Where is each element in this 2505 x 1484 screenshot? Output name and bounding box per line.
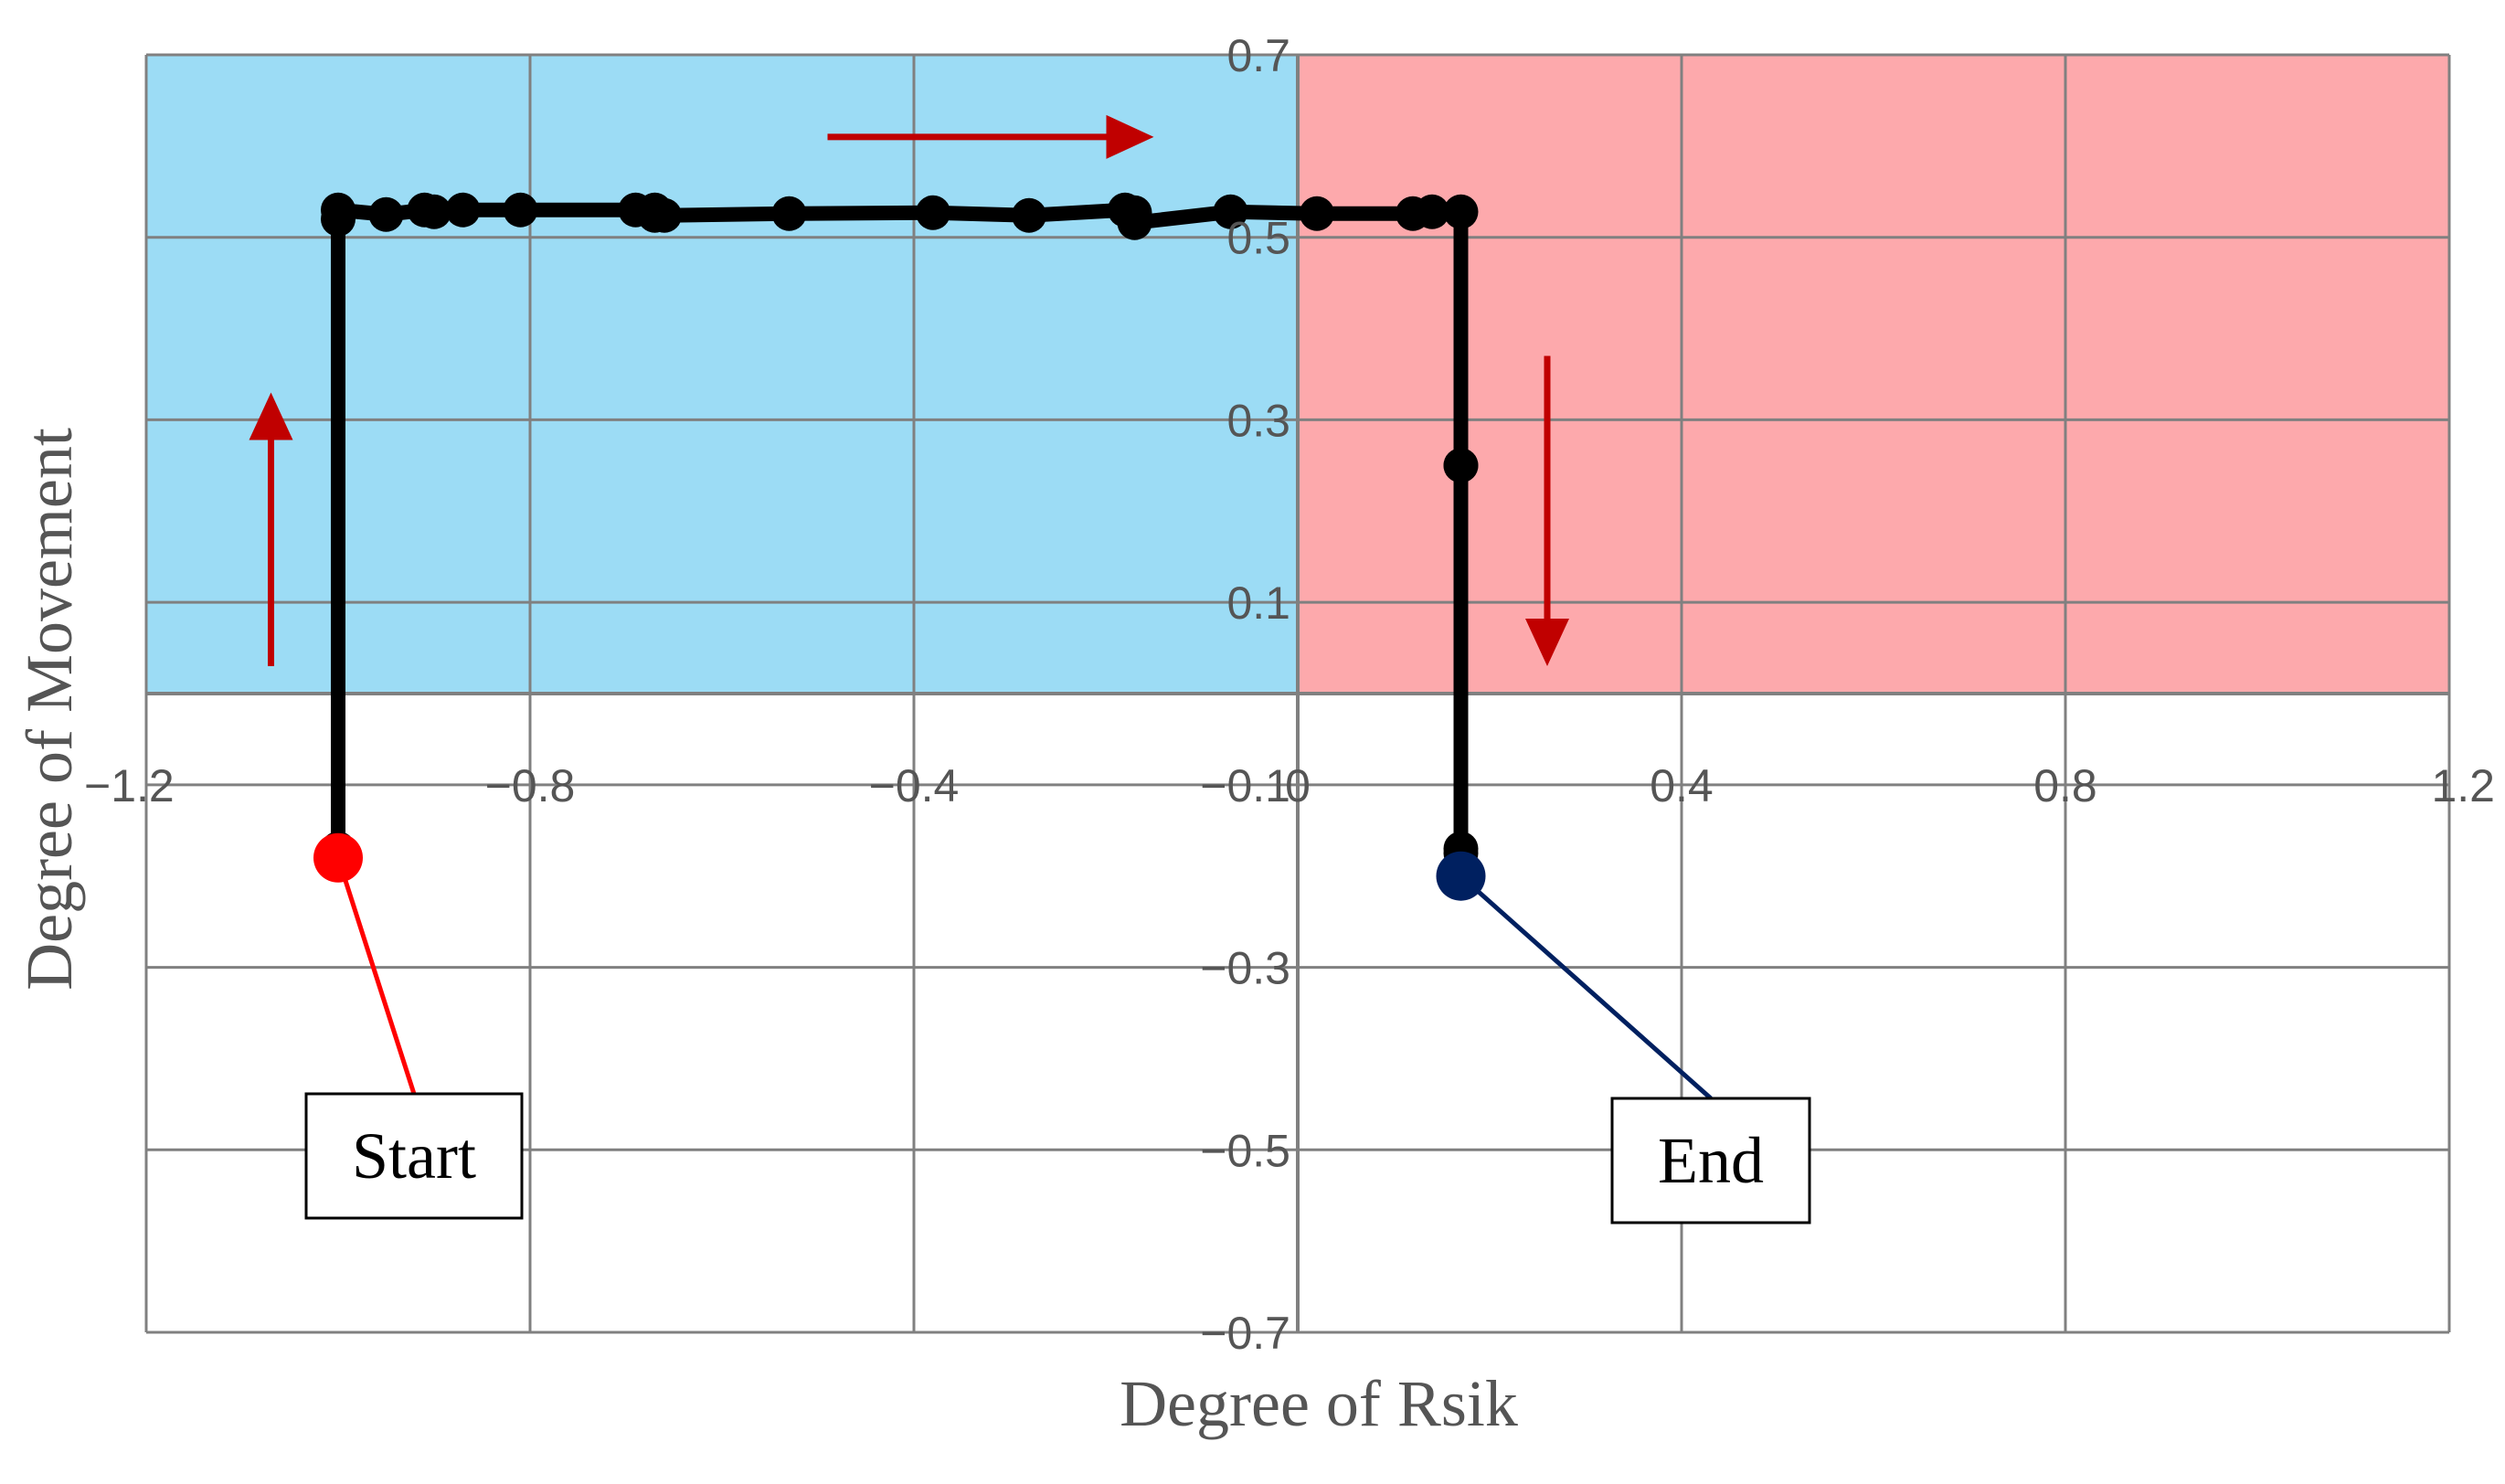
data-point bbox=[1012, 197, 1046, 233]
y-tick-label: 0.7 bbox=[1226, 30, 1290, 81]
end-label-box bbox=[1610, 1097, 1811, 1224]
y-tick-label: −0.7 bbox=[1200, 1308, 1290, 1359]
data-point bbox=[771, 196, 807, 231]
arrow-head-up bbox=[249, 392, 293, 440]
data-point bbox=[1443, 194, 1479, 229]
data-point bbox=[368, 196, 404, 232]
x-tick-label: −1.2 bbox=[84, 760, 175, 811]
data-point bbox=[445, 192, 481, 228]
data-point bbox=[1117, 205, 1152, 240]
region-0 bbox=[146, 55, 1298, 694]
data-point bbox=[1415, 194, 1449, 229]
data-point bbox=[417, 194, 451, 229]
arrow-head-right bbox=[1106, 114, 1154, 159]
y-axis-title: Degree of Movement bbox=[13, 428, 86, 991]
y-tick-label: 0.1 bbox=[1226, 578, 1290, 629]
y-tick-label: −0.1 bbox=[1200, 760, 1290, 811]
data-point bbox=[321, 192, 356, 228]
data-point bbox=[647, 197, 682, 233]
data-point bbox=[916, 195, 950, 230]
end-leader-line bbox=[1459, 874, 1713, 1100]
data-point bbox=[1213, 194, 1248, 229]
x-tick-label: 0 bbox=[1285, 760, 1311, 811]
x-tick-label: −0.4 bbox=[869, 760, 960, 811]
tick-labels: −1.2 −0.8 −0.4 0 0.4 0.8 1.2 0.7 0.5 0.3 0.1 −0.1 −0… bbox=[84, 30, 2495, 1359]
x-tick-label: 0.8 bbox=[2033, 760, 2097, 811]
data-point bbox=[1443, 448, 1479, 483]
data-point bbox=[503, 192, 538, 228]
x-tick-label: 1.2 bbox=[2431, 760, 2495, 811]
direction-arrows bbox=[249, 114, 1569, 667]
callouts: Start End bbox=[304, 832, 1811, 1224]
y-tick-label: −0.3 bbox=[1200, 943, 1290, 994]
x-tick-label: 0.4 bbox=[1650, 760, 1714, 811]
y-tick-label: −0.5 bbox=[1200, 1125, 1290, 1176]
end-marker bbox=[1436, 851, 1486, 901]
data-point bbox=[1300, 196, 1334, 231]
y-tick-label: 0.5 bbox=[1226, 213, 1290, 264]
region-1 bbox=[1298, 55, 2449, 694]
start-leader-line bbox=[335, 856, 417, 1095]
end-label: End bbox=[1658, 1124, 1764, 1197]
grid bbox=[144, 53, 2451, 1334]
start-label-box bbox=[304, 1092, 524, 1220]
arrow-head-down bbox=[1525, 619, 1569, 667]
y-tick-label: 0.3 bbox=[1226, 395, 1290, 446]
x-tick-label: −0.8 bbox=[485, 760, 576, 811]
start-marker bbox=[313, 832, 363, 883]
start-label: Start bbox=[352, 1119, 476, 1192]
x-axis-title: Degree of Rsik bbox=[1120, 1367, 1518, 1440]
